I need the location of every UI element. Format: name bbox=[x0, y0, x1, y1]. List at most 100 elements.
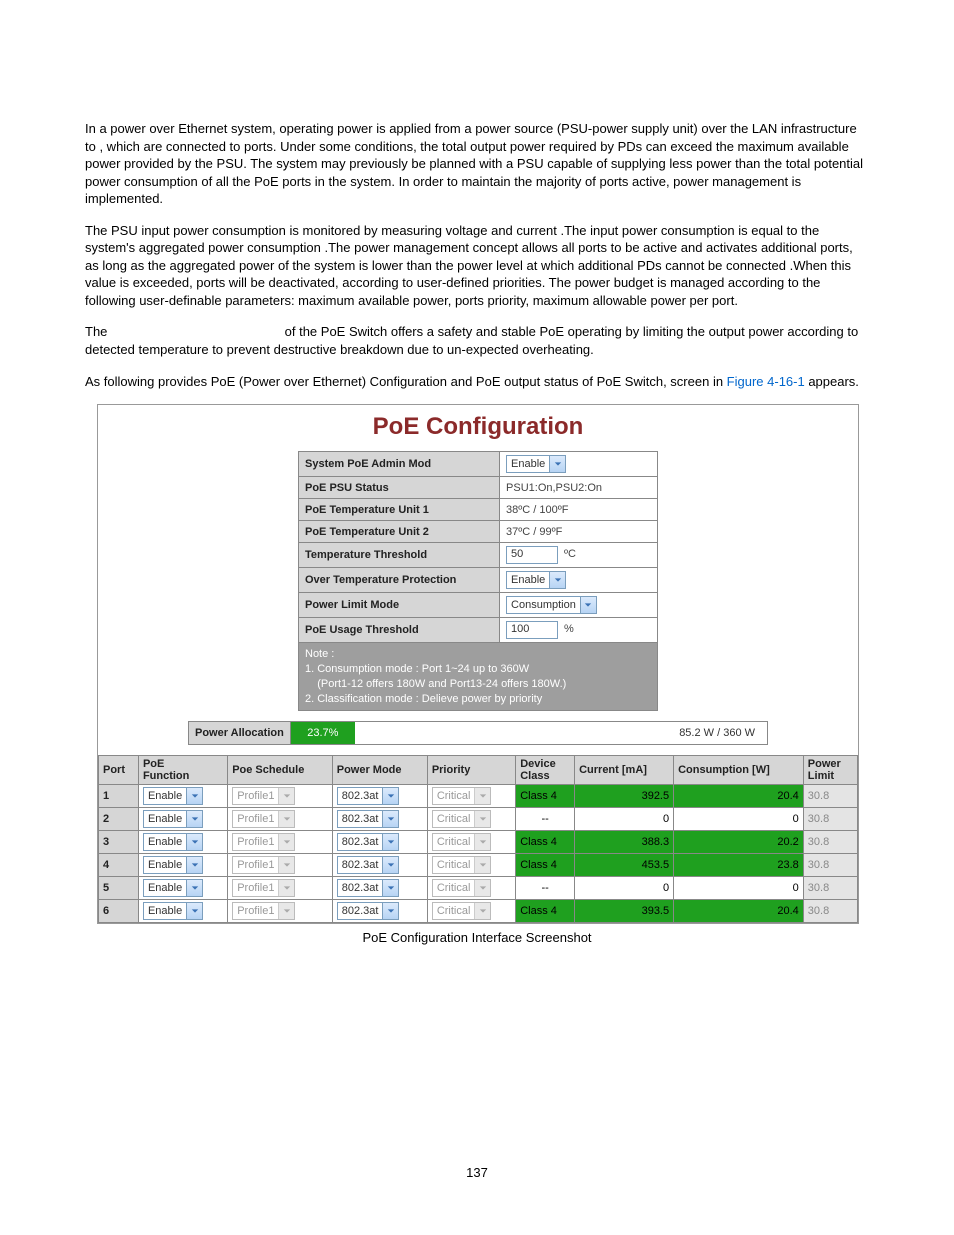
config-value: PSU1:On,PSU2:On bbox=[500, 477, 658, 499]
config-label: System PoE Admin Mod bbox=[299, 452, 500, 477]
paragraph-1: In a power over Ethernet system, operati… bbox=[85, 120, 869, 208]
select-profile1: Profile1 bbox=[232, 787, 295, 805]
poe-schedule-cell: Profile1 bbox=[228, 854, 333, 877]
power-limit-cell: 30.8 bbox=[803, 831, 857, 854]
select-enable[interactable]: Enable bbox=[143, 833, 203, 851]
config-value: 38ºC / 100ºF bbox=[500, 499, 658, 521]
select-8023at[interactable]: 802.3at bbox=[337, 902, 400, 920]
port-header: PowerLimit bbox=[803, 756, 857, 785]
input-field[interactable]: 100 bbox=[506, 621, 558, 639]
device-class-cell: -- bbox=[516, 877, 575, 900]
paragraph-2: The PSU input power consumption is monit… bbox=[85, 222, 869, 310]
port-number: 2 bbox=[99, 808, 139, 831]
poe-function-cell: Enable bbox=[138, 854, 227, 877]
port-header: Port bbox=[99, 756, 139, 785]
screenshot-caption: PoE Configuration Interface Screenshot bbox=[85, 930, 869, 945]
select-consumption[interactable]: Consumption bbox=[506, 596, 597, 614]
config-label: Temperature Threshold bbox=[299, 543, 500, 568]
consumption-cell: 20.2 bbox=[674, 831, 804, 854]
config-label: PoE Temperature Unit 1 bbox=[299, 499, 500, 521]
poe-function-cell: Enable bbox=[138, 831, 227, 854]
select-8023at[interactable]: 802.3at bbox=[337, 787, 400, 805]
select-8023at[interactable]: 802.3at bbox=[337, 879, 400, 897]
power-limit-cell: 30.8 bbox=[803, 785, 857, 808]
consumption-cell: 20.4 bbox=[674, 785, 804, 808]
poe-function-cell: Enable bbox=[138, 900, 227, 923]
select-enable[interactable]: Enable bbox=[143, 787, 203, 805]
poe-schedule-cell: Profile1 bbox=[228, 900, 333, 923]
select-enable[interactable]: Enable bbox=[143, 810, 203, 828]
select-enable[interactable]: Enable bbox=[143, 856, 203, 874]
select-critical: Critical bbox=[432, 856, 492, 874]
priority-cell: Critical bbox=[427, 900, 515, 923]
select-8023at[interactable]: 802.3at bbox=[337, 833, 400, 851]
paragraph-4: As following provides PoE (Power over Et… bbox=[85, 373, 869, 391]
p4-part-a: As following provides PoE (Power over Et… bbox=[85, 374, 727, 389]
current-cell: 0 bbox=[575, 877, 674, 900]
select-critical: Critical bbox=[432, 833, 492, 851]
select-enable[interactable]: Enable bbox=[506, 455, 566, 473]
config-table: System PoE Admin ModEnablePoE PSU Status… bbox=[298, 451, 658, 711]
port-table: PortPoEFunctionPoe SchedulePower ModePri… bbox=[98, 755, 858, 923]
config-label: Over Temperature Protection bbox=[299, 568, 500, 593]
power-mode-cell: 802.3at bbox=[332, 877, 427, 900]
config-note: Note :1. Consumption mode : Port 1~24 up… bbox=[299, 643, 658, 711]
power-mode-cell: 802.3at bbox=[332, 785, 427, 808]
current-cell: 453.5 bbox=[575, 854, 674, 877]
device-class-cell: Class 4 bbox=[516, 900, 575, 923]
port-header: DeviceClass bbox=[516, 756, 575, 785]
select-profile1: Profile1 bbox=[232, 879, 295, 897]
select-critical: Critical bbox=[432, 902, 492, 920]
port-number: 6 bbox=[99, 900, 139, 923]
config-value: Consumption bbox=[500, 593, 658, 618]
select-profile1: Profile1 bbox=[232, 856, 295, 874]
port-number: 1 bbox=[99, 785, 139, 808]
port-number: 5 bbox=[99, 877, 139, 900]
current-cell: 393.5 bbox=[575, 900, 674, 923]
p3-part-a: The bbox=[85, 324, 111, 339]
p3-part-b: of the PoE Switch offers a safety and st… bbox=[85, 324, 858, 357]
current-cell: 392.5 bbox=[575, 785, 674, 808]
select-8023at[interactable]: 802.3at bbox=[337, 856, 400, 874]
config-label: PoE Temperature Unit 2 bbox=[299, 521, 500, 543]
select-8023at[interactable]: 802.3at bbox=[337, 810, 400, 828]
figure-link[interactable]: Figure 4-16-1 bbox=[727, 374, 805, 389]
power-allocation-label: Power Allocation bbox=[188, 721, 291, 745]
power-allocation-summary: 85.2 W / 360 W bbox=[667, 721, 768, 745]
screenshot-title: PoE Configuration bbox=[98, 405, 858, 451]
power-limit-cell: 30.8 bbox=[803, 808, 857, 831]
poe-function-cell: Enable bbox=[138, 808, 227, 831]
consumption-cell: 23.8 bbox=[674, 854, 804, 877]
select-enable[interactable]: Enable bbox=[506, 571, 566, 589]
device-class-cell: -- bbox=[516, 808, 575, 831]
power-mode-cell: 802.3at bbox=[332, 831, 427, 854]
paragraph-3: The of the PoE Switch offers a safety an… bbox=[85, 323, 869, 358]
power-allocation-bar: 23.7% bbox=[291, 721, 667, 745]
select-enable[interactable]: Enable bbox=[143, 902, 203, 920]
device-class-cell: Class 4 bbox=[516, 785, 575, 808]
port-header: Current [mA] bbox=[575, 756, 674, 785]
consumption-cell: 0 bbox=[674, 877, 804, 900]
power-mode-cell: 802.3at bbox=[332, 900, 427, 923]
poe-schedule-cell: Profile1 bbox=[228, 785, 333, 808]
screenshot-frame: PoE Configuration System PoE Admin Mod En… bbox=[97, 404, 859, 924]
current-cell: 388.3 bbox=[575, 831, 674, 854]
select-critical: Critical bbox=[432, 810, 492, 828]
page-number: 137 bbox=[85, 1165, 869, 1180]
config-label: PoE Usage Threshold bbox=[299, 618, 500, 643]
priority-cell: Critical bbox=[427, 785, 515, 808]
consumption-cell: 0 bbox=[674, 808, 804, 831]
port-header: Priority bbox=[427, 756, 515, 785]
poe-schedule-cell: Profile1 bbox=[228, 831, 333, 854]
config-value: 100% bbox=[500, 618, 658, 643]
port-header: Poe Schedule bbox=[228, 756, 333, 785]
input-field[interactable]: 50 bbox=[506, 546, 558, 564]
poe-schedule-cell: Profile1 bbox=[228, 808, 333, 831]
select-enable[interactable]: Enable bbox=[143, 879, 203, 897]
current-cell: 0 bbox=[575, 808, 674, 831]
port-header: Power Mode bbox=[332, 756, 427, 785]
device-class-cell: Class 4 bbox=[516, 854, 575, 877]
priority-cell: Critical bbox=[427, 854, 515, 877]
config-value: 50ºC bbox=[500, 543, 658, 568]
port-number: 3 bbox=[99, 831, 139, 854]
